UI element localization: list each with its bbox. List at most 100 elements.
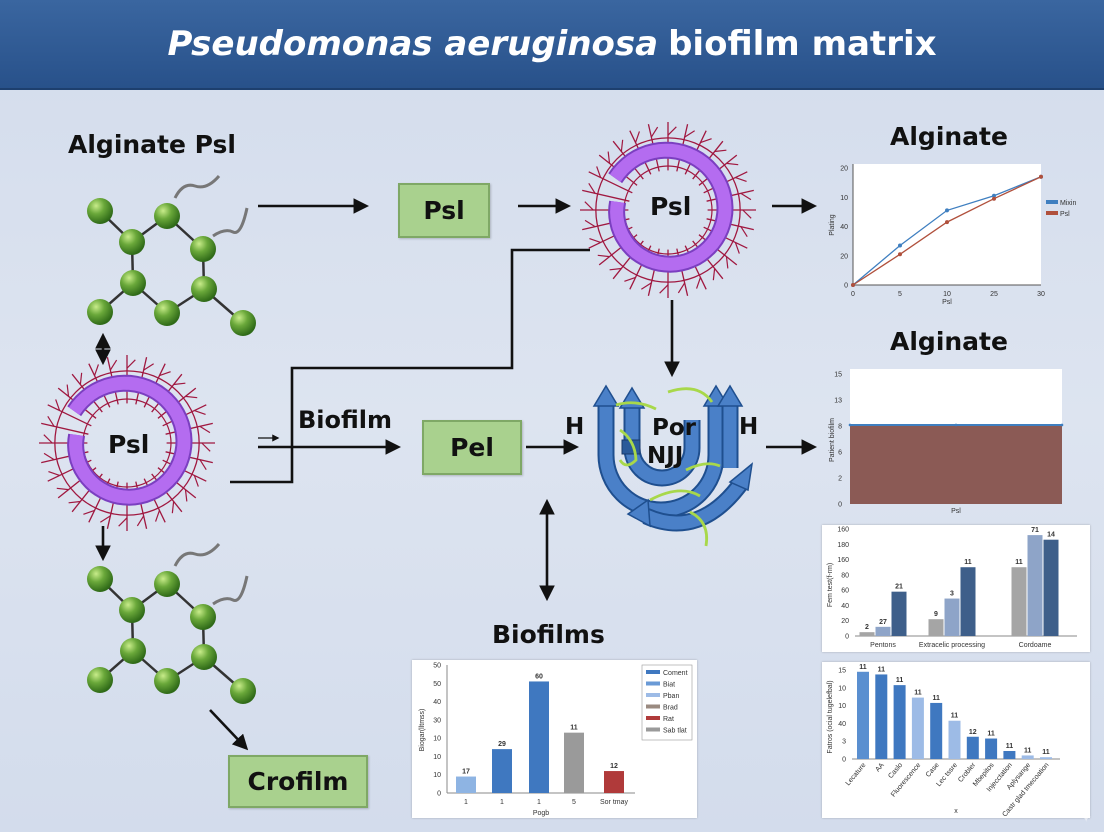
spike	[173, 382, 186, 386]
spike	[582, 189, 630, 202]
spike	[55, 399, 61, 411]
y-tick-label: 20	[840, 166, 848, 173]
data-label: 2	[865, 624, 869, 631]
data-label: 12	[610, 763, 618, 770]
bar	[893, 685, 906, 759]
y-tick-label: 8	[838, 424, 842, 431]
y-tick-label: 160	[837, 557, 849, 564]
x-tick-label: Pentons	[870, 642, 896, 649]
spike	[677, 282, 686, 294]
x-tick-label: Lecature	[845, 762, 868, 787]
y-tick-label: 10	[433, 736, 441, 743]
spike	[47, 404, 92, 427]
spike	[43, 452, 55, 461]
bar	[604, 771, 624, 793]
data-label: 11	[964, 559, 972, 566]
data-label: 3	[950, 591, 954, 598]
data-label: 11	[951, 713, 959, 720]
x-tick-label: Sor tmay	[600, 799, 629, 806]
spike	[56, 487, 69, 491]
spike	[597, 254, 610, 258]
chart2-title: Alginate	[890, 327, 1008, 356]
y-tick-label: 20	[840, 253, 848, 260]
data-label: 11	[896, 677, 904, 684]
y-tick-label: 50	[433, 681, 441, 688]
sphere	[120, 638, 146, 664]
data-point	[954, 423, 958, 427]
x-axis-label: Psl	[951, 508, 961, 515]
spike	[584, 219, 596, 228]
y-tick-label: 13	[834, 398, 842, 405]
x-tick-label: Case	[925, 762, 941, 779]
data-label: 60	[535, 673, 543, 680]
sphere	[119, 597, 145, 623]
y-tick-label: 3	[842, 739, 846, 746]
spike	[609, 267, 622, 271]
sphere	[87, 667, 113, 693]
spike	[734, 242, 740, 254]
legend-swatch	[646, 670, 660, 674]
data-label: 11	[1042, 749, 1050, 756]
psl-box: Psl	[398, 183, 490, 238]
y-tick-label: 30	[433, 717, 441, 724]
wiggle-strand	[689, 510, 709, 547]
spike	[118, 517, 128, 527]
chart1-title: Alginate	[890, 122, 1008, 151]
spike	[201, 442, 211, 452]
bar	[875, 626, 891, 636]
spike	[100, 515, 111, 523]
x-tick-label: AA	[874, 762, 886, 774]
spike	[740, 192, 752, 201]
legend-label: Pban	[663, 693, 679, 700]
data-label: 9	[934, 611, 938, 618]
y-tick-label: 0	[842, 757, 846, 764]
spike	[194, 409, 206, 415]
spike	[68, 500, 81, 504]
bar	[960, 567, 976, 636]
spike	[199, 425, 211, 434]
spike	[735, 176, 747, 182]
arrow-to-crofilm	[209, 709, 249, 751]
sphere	[120, 270, 146, 296]
label-h-right: H	[739, 414, 759, 440]
title-bar: Pseudomonas aeruginosa biofilm matrix	[0, 0, 1104, 90]
sphere	[119, 229, 145, 255]
data-label: 29	[498, 741, 506, 748]
data-label: 11	[932, 695, 940, 702]
wiggle-strand	[618, 428, 638, 467]
y-tick-label: 0	[845, 634, 849, 641]
label-h-left: H	[565, 414, 585, 440]
spike	[596, 166, 602, 178]
bar	[492, 749, 512, 793]
wiggle-strand	[615, 401, 657, 411]
connector-arrows	[95, 198, 818, 751]
data-label: 17	[462, 769, 470, 776]
ring-outline	[595, 137, 741, 283]
label-ring-left: Psl	[108, 430, 150, 459]
data-point	[848, 423, 852, 427]
x-axis-label: x	[954, 808, 958, 815]
wiggle-strand	[667, 387, 714, 403]
sphere	[230, 678, 256, 704]
spike	[66, 384, 70, 397]
grouped-bar-chart: 0 20 40 60 80 160 180 160 2 9 11 27 3 71 21 11 14 Pentons…	[827, 527, 1077, 649]
legend-swatch	[646, 716, 660, 720]
x-axis-label: Psl	[942, 299, 952, 306]
y-tick-label: 10	[433, 754, 441, 761]
data-point	[945, 208, 949, 213]
sphere	[154, 203, 180, 229]
line-chart-alginate: 0 20 40 10 20 0 5 10 25 30 Psl Plating Mixin Psl	[829, 164, 1076, 306]
y-axis-label: Fem test(f-rm)	[827, 563, 834, 607]
legend-swatch	[646, 727, 660, 732]
data-label: 11	[914, 690, 922, 697]
spike	[607, 151, 611, 164]
bar	[1003, 750, 1016, 759]
data-point	[898, 252, 902, 257]
y-tick-label: 40	[433, 699, 441, 706]
spike	[48, 471, 60, 477]
legend-label: Biat	[663, 682, 675, 689]
y-axis-label: Plating	[829, 214, 836, 236]
y-tick-label: 15	[838, 668, 846, 675]
